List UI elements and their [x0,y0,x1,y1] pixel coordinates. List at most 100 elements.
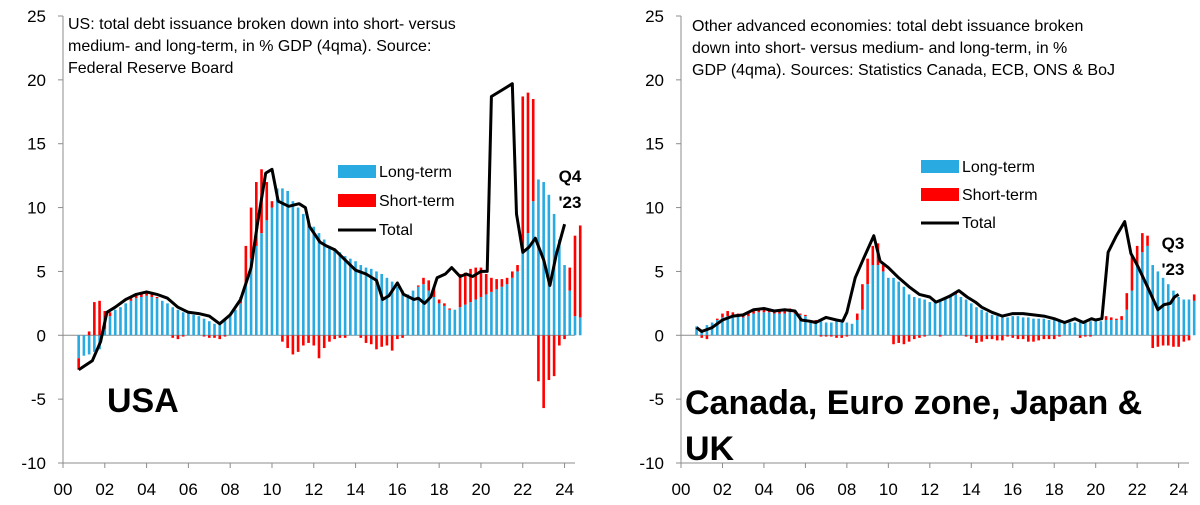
short-term-bar [819,335,823,337]
long-term-bar [474,299,478,336]
short-term-bar [578,225,582,318]
chart-note-line: medium- and long-term, in % GDP (4qma). … [68,38,431,55]
long-term-bar [783,313,786,336]
short-term-bar [437,299,441,304]
long-term-bar [871,265,875,336]
long-term-bar [406,294,410,336]
long-term-bar [113,309,117,336]
legend-label: Short-term [379,193,455,210]
short-term-bar [1156,335,1160,347]
long-term-bar [1011,316,1015,336]
long-term-bar [1042,318,1046,336]
short-term-bar [798,313,802,315]
short-term-bar [302,335,305,346]
long-term-bar [129,300,133,336]
short-term-bar [985,335,989,340]
long-term-bar [861,309,864,336]
legend-label: Short-term [962,187,1038,204]
short-term-bar [380,335,383,347]
short-term-bar [1042,335,1046,340]
short-term-bar [218,335,222,340]
short-term-bar [542,335,545,409]
short-term-bar [333,335,336,340]
long-term-bar [887,277,890,336]
long-term-bar [715,319,719,336]
x-tick-label: 24 [555,480,574,499]
y-tick-label: -10 [21,454,46,473]
short-term-bar [375,335,378,350]
short-term-bar [912,335,916,340]
long-term-bar [270,207,274,336]
long-term-bar [695,326,698,336]
region-label: USA [107,382,179,420]
long-term-bar [736,316,740,336]
x-tick-label: 02 [95,480,114,499]
long-term-bar [328,245,331,336]
long-term-bar [563,265,566,336]
long-term-bar [443,305,446,336]
long-term-bar [390,281,394,336]
long-term-bar [411,290,415,336]
short-term-bar [1011,335,1015,338]
short-term-bar [422,277,425,285]
long-term-bar [364,267,368,336]
long-term-bar [1099,321,1103,336]
long-term-bar [778,313,781,336]
long-term-bar [1104,319,1108,336]
short-term-bar [990,335,994,340]
long-term-bar [964,299,968,336]
short-term-bar [343,335,347,338]
long-term-bar [275,188,279,336]
short-term-bar [1084,335,1087,337]
y-tick-label: 10 [27,199,46,218]
long-term-bar [855,319,859,336]
legend-label: Long-term [962,159,1035,176]
long-term-bar [1141,252,1144,336]
short-term-bar [715,318,719,320]
y-tick-label: 5 [655,262,664,281]
short-term-bar [286,335,289,349]
short-term-bar [1006,335,1009,337]
long-term-bar [835,321,838,336]
short-term-bar [1177,335,1180,347]
long-term-bar [343,256,347,336]
long-term-bar [1156,271,1160,336]
long-term-bar [1177,296,1180,336]
region-label: UK [685,430,735,468]
long-term-bar [87,335,91,355]
long-term-bar [975,307,978,336]
long-term-bar [296,207,300,336]
short-term-bar [573,235,577,317]
short-term-bar [328,335,331,342]
long-term-bar [814,321,818,336]
long-term-bar [923,299,926,336]
long-term-bar [354,261,357,336]
short-term-bar [1016,335,1020,340]
short-term-bar [975,335,978,343]
long-term-bar [108,316,112,336]
long-term-bar [944,298,947,336]
short-term-bar [1151,335,1155,349]
long-term-bar [416,286,420,336]
long-term-bar [490,291,493,336]
long-term-bar [933,300,937,336]
short-term-bar [93,302,96,336]
long-term-bar [93,335,96,352]
short-term-bar [563,335,566,340]
short-term-bar [1141,233,1144,253]
short-term-bar [1192,294,1196,301]
short-term-bar [150,294,154,297]
long-term-bar [892,277,895,336]
long-term-bar [396,286,399,336]
chart-panel-2: 25 20 15 10 5 0 -5 -10 00 02 04 06 08 10 12 14 16 18 20 22 2… [639,7,1196,499]
short-term-bar [484,273,488,295]
long-term-bar [437,303,441,336]
long-term-bar [876,265,880,336]
long-term-bar [526,233,530,336]
legend-label: Long-term [379,164,452,181]
long-term-bar [902,286,906,336]
short-term-bar [390,335,394,351]
short-term-bar [907,335,911,342]
short-term-bar [762,308,766,313]
